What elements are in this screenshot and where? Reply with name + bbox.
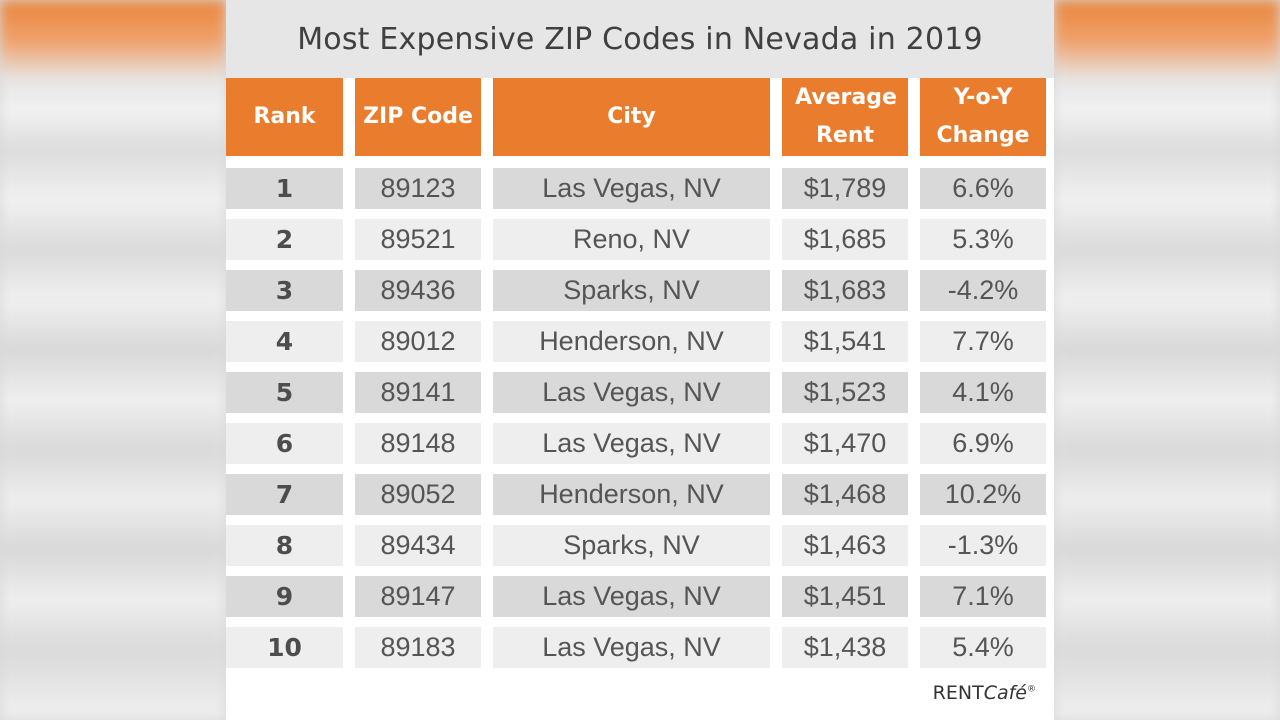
rank-cell: 1 [226,168,343,209]
table-row: 5 89141 Las Vegas, NV $1,523 4.1% [226,372,1054,413]
header-rank-label: Rank [253,104,316,129]
change-cell: 5.4% [920,627,1046,668]
city-cell: Las Vegas, NV [493,168,770,209]
zip-cell: 89123 [355,168,481,209]
city-cell: Sparks, NV [493,270,770,311]
change-cell: 7.1% [920,576,1046,617]
rent-cell: $1,541 [782,321,908,362]
rent-cell: $1,470 [782,423,908,464]
header-rent: Average Rent [782,78,908,156]
rank-cell: 7 [226,474,343,515]
table-header-row: Rank ZIP Code City Average Rent Y-o-Y Ch… [226,78,1054,156]
city-cell: Las Vegas, NV [493,576,770,617]
change-cell: -1.3% [920,525,1046,566]
zip-cell: 89521 [355,219,481,260]
header-zip: ZIP Code [355,78,481,156]
rent-table: Rank ZIP Code City Average Rent Y-o-Y Ch… [226,78,1054,678]
change-cell: 6.9% [920,423,1046,464]
rank-cell: 6 [226,423,343,464]
rank-cell: 4 [226,321,343,362]
rank-cell: 8 [226,525,343,566]
city-cell: Las Vegas, NV [493,627,770,668]
header-change: Y-o-Y Change [920,78,1046,156]
rank-cell: 10 [226,627,343,668]
rent-cell: $1,438 [782,627,908,668]
brand-rent: RENT [932,682,984,704]
blurred-background-right [1054,0,1280,720]
rent-cell: $1,523 [782,372,908,413]
brand-cafe: Café [983,682,1027,704]
table-row: 6 89148 Las Vegas, NV $1,470 6.9% [226,423,1054,464]
zip-cell: 89141 [355,372,481,413]
header-zip-label: ZIP Code [363,104,473,129]
table-row: 1 89123 Las Vegas, NV $1,789 6.6% [226,168,1054,209]
header-city-label: City [607,104,656,129]
zip-cell: 89434 [355,525,481,566]
city-cell: Sparks, NV [493,525,770,566]
rentcafe-logo: RENTCafé® [933,682,1036,704]
rent-cell: $1,683 [782,270,908,311]
zip-cell: 89436 [355,270,481,311]
city-cell: Henderson, NV [493,321,770,362]
change-cell: -4.2% [920,270,1046,311]
change-cell: 6.6% [920,168,1046,209]
rent-cell: $1,789 [782,168,908,209]
title-bar: Most Expensive ZIP Codes in Nevada in 20… [226,0,1054,78]
blurred-background-left [0,0,226,720]
city-cell: Henderson, NV [493,474,770,515]
change-cell: 5.3% [920,219,1046,260]
chart-title: Most Expensive ZIP Codes in Nevada in 20… [297,21,983,57]
header-city: City [493,78,770,156]
header-rank: Rank [226,78,343,156]
table-body: 1 89123 Las Vegas, NV $1,789 6.6% 2 89521 Reno,… [226,168,1054,668]
rent-cell: $1,685 [782,219,908,260]
rent-table-card: Most Expensive ZIP Codes in Nevada in 20… [226,0,1054,720]
table-row: 2 89521 Reno, NV $1,685 5.3% [226,219,1054,260]
zip-cell: 89183 [355,627,481,668]
table-row: 7 89052 Henderson, NV $1,468 10.2% [226,474,1054,515]
change-cell: 4.1% [920,372,1046,413]
header-change-label: Y-o-Y Change [936,85,1030,148]
rank-cell: 3 [226,270,343,311]
change-cell: 10.2% [920,474,1046,515]
city-cell: Las Vegas, NV [493,372,770,413]
header-rent-label: Average Rent [795,85,897,148]
zip-cell: 89148 [355,423,481,464]
zip-cell: 89052 [355,474,481,515]
brand-reg: ® [1027,684,1036,695]
zip-cell: 89147 [355,576,481,617]
table-row: 10 89183 Las Vegas, NV $1,438 5.4% [226,627,1054,668]
city-cell: Las Vegas, NV [493,423,770,464]
table-row: 3 89436 Sparks, NV $1,683 -4.2% [226,270,1054,311]
rent-cell: $1,463 [782,525,908,566]
table-row: 4 89012 Henderson, NV $1,541 7.7% [226,321,1054,362]
table-row: 9 89147 Las Vegas, NV $1,451 7.1% [226,576,1054,617]
change-cell: 7.7% [920,321,1046,362]
rent-cell: $1,451 [782,576,908,617]
rank-cell: 9 [226,576,343,617]
city-cell: Reno, NV [493,219,770,260]
rent-cell: $1,468 [782,474,908,515]
rank-cell: 2 [226,219,343,260]
zip-cell: 89012 [355,321,481,362]
rank-cell: 5 [226,372,343,413]
table-row: 8 89434 Sparks, NV $1,463 -1.3% [226,525,1054,566]
